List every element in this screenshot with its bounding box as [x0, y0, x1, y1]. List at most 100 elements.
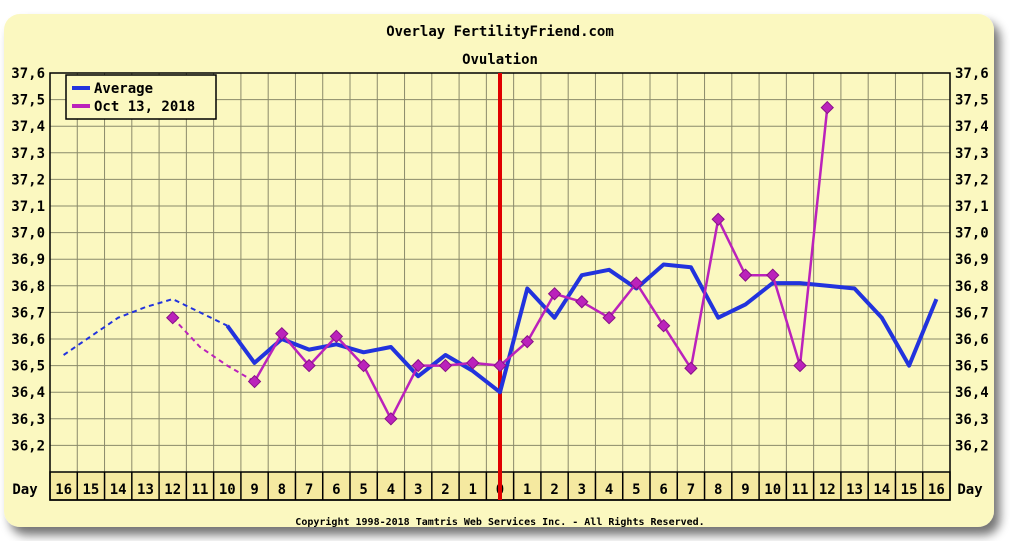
x-tick-label: 9 — [741, 482, 749, 498]
chart-title: Overlay FertilityFriend.com — [386, 24, 614, 40]
series-cycle-point — [629, 276, 644, 290]
series-cycle-point — [766, 268, 780, 282]
y-tick-label-right: 37,3 — [955, 146, 989, 162]
y-tick-label-right: 36,7 — [955, 305, 989, 321]
x-tick-label: 1 — [523, 482, 531, 498]
series-cycle-point — [793, 358, 807, 373]
x-tick-label: 12 — [819, 482, 836, 498]
x-tick-label: 6 — [659, 482, 667, 498]
series-average-dashed-line — [63, 298, 228, 356]
y-tick-label-left: 36,3 — [11, 412, 45, 428]
series-cycle-point — [738, 268, 753, 282]
y-tick-label-right: 37,0 — [955, 226, 989, 242]
series-cycle-point — [302, 358, 316, 373]
series-cycle-point — [820, 100, 834, 115]
y-tick-label-left: 37,1 — [11, 199, 45, 215]
y-tick-label-left: 36,4 — [11, 385, 45, 401]
x-tick-label: 1 — [469, 482, 477, 498]
x-tick-label: 2 — [550, 482, 558, 498]
x-tick-label: 7 — [687, 482, 695, 498]
y-tick-label-left: 37,5 — [11, 93, 45, 109]
y-tick-label-right: 36,3 — [955, 412, 989, 428]
y-tick-label-right: 37,5 — [955, 93, 989, 109]
copyright-footer: Copyright 1998-2018 Tamtris Web Services… — [295, 516, 704, 528]
x-tick-label: 10 — [219, 482, 236, 498]
series-cycle-point — [602, 311, 616, 325]
y-tick-label-right: 36,6 — [955, 332, 989, 348]
legend-box — [65, 74, 217, 120]
y-tick-label-right: 37,6 — [955, 66, 989, 82]
y-tick-label-left: 36,9 — [11, 252, 45, 268]
series-layer — [63, 73, 939, 500]
x-tick-label: 15 — [82, 482, 99, 498]
x-tick-label: 7 — [305, 482, 313, 498]
x-tick-label: 14 — [110, 482, 127, 498]
y-tick-label-left: 36,6 — [11, 332, 45, 348]
series-cycle-point — [711, 212, 725, 227]
x-tick-label: 3 — [414, 482, 422, 498]
y-tick-label-left: 37,4 — [11, 119, 45, 135]
x-tick-label: 4 — [605, 482, 613, 498]
y-tick-label-right: 36,2 — [955, 438, 989, 454]
x-tick-label: 9 — [250, 482, 258, 498]
series-cycle-line — [253, 107, 829, 421]
series-cycle-point — [247, 374, 262, 389]
y-tick-label-left: 37,0 — [11, 226, 45, 242]
x-tick-label: 15 — [901, 482, 918, 498]
y-tick-label-right: 36,9 — [955, 252, 989, 268]
series-cycle-point — [356, 358, 371, 373]
series-cycle-point — [438, 358, 453, 373]
legend-label-average: Average — [94, 81, 153, 97]
y-tick-label-left: 36,8 — [11, 279, 45, 295]
y-tick-label-right: 37,2 — [955, 172, 989, 188]
series-cycle-point — [275, 326, 289, 341]
series-cycle-point — [547, 287, 562, 301]
chart-subtitle: Ovulation — [462, 52, 538, 68]
x-tick-label: 6 — [332, 482, 340, 498]
series-cycle-point — [520, 334, 534, 349]
x-tick-label: 2 — [441, 482, 449, 498]
y-tick-label-left: 36,7 — [11, 305, 45, 321]
series-cycle-point — [384, 412, 398, 426]
series-cycle-point — [411, 358, 425, 373]
y-tick-label-left: 37,2 — [11, 172, 45, 188]
x-tick-label: 16 — [928, 482, 945, 498]
series-cycle-point — [684, 361, 698, 375]
x-axis-label-right: Day — [957, 482, 983, 498]
series-cycle-point — [329, 329, 344, 344]
y-tick-label-left: 36,2 — [11, 438, 45, 454]
x-tick-label: 3 — [578, 482, 586, 498]
x-tick-label: 8 — [714, 482, 722, 498]
x-tick-label: 16 — [55, 482, 72, 498]
series-cycle-point — [656, 318, 671, 333]
y-tick-label-right: 36,5 — [955, 359, 989, 375]
x-tick-label: 12 — [164, 482, 181, 498]
x-tick-label: 13 — [137, 482, 154, 498]
y-tick-label-left: 37,6 — [11, 66, 45, 82]
y-tick-label-right: 36,4 — [955, 385, 989, 401]
y-tick-label-right: 37,4 — [955, 119, 989, 135]
series-cycle-dashed-line — [171, 317, 256, 383]
legend: Average Oct 13, 2018 — [65, 74, 217, 120]
x-axis-label-left: Day — [12, 482, 38, 498]
x-tick-label: 11 — [792, 482, 809, 498]
x-tick-label: 5 — [632, 482, 640, 498]
x-tick-label: 10 — [764, 482, 781, 498]
legend-label-cycle: Oct 13, 2018 — [94, 99, 195, 115]
x-tick-label: 8 — [278, 482, 286, 498]
series-cycle-point — [493, 358, 507, 373]
x-tick-label: 13 — [846, 482, 863, 498]
y-tick-label-right: 36,8 — [955, 279, 989, 295]
x-tick-label: 4 — [387, 482, 395, 498]
series-cycle-point — [166, 311, 180, 325]
y-tick-label-left: 37,3 — [11, 146, 45, 162]
y-tick-label-right: 37,1 — [955, 199, 989, 215]
series-cycle-point — [575, 295, 589, 309]
x-tick-label: 11 — [192, 482, 209, 498]
y-tick-label-left: 36,5 — [11, 359, 45, 375]
x-tick-label: 14 — [873, 482, 890, 498]
series-cycle-point — [466, 356, 480, 370]
x-tick-label: 5 — [359, 482, 367, 498]
